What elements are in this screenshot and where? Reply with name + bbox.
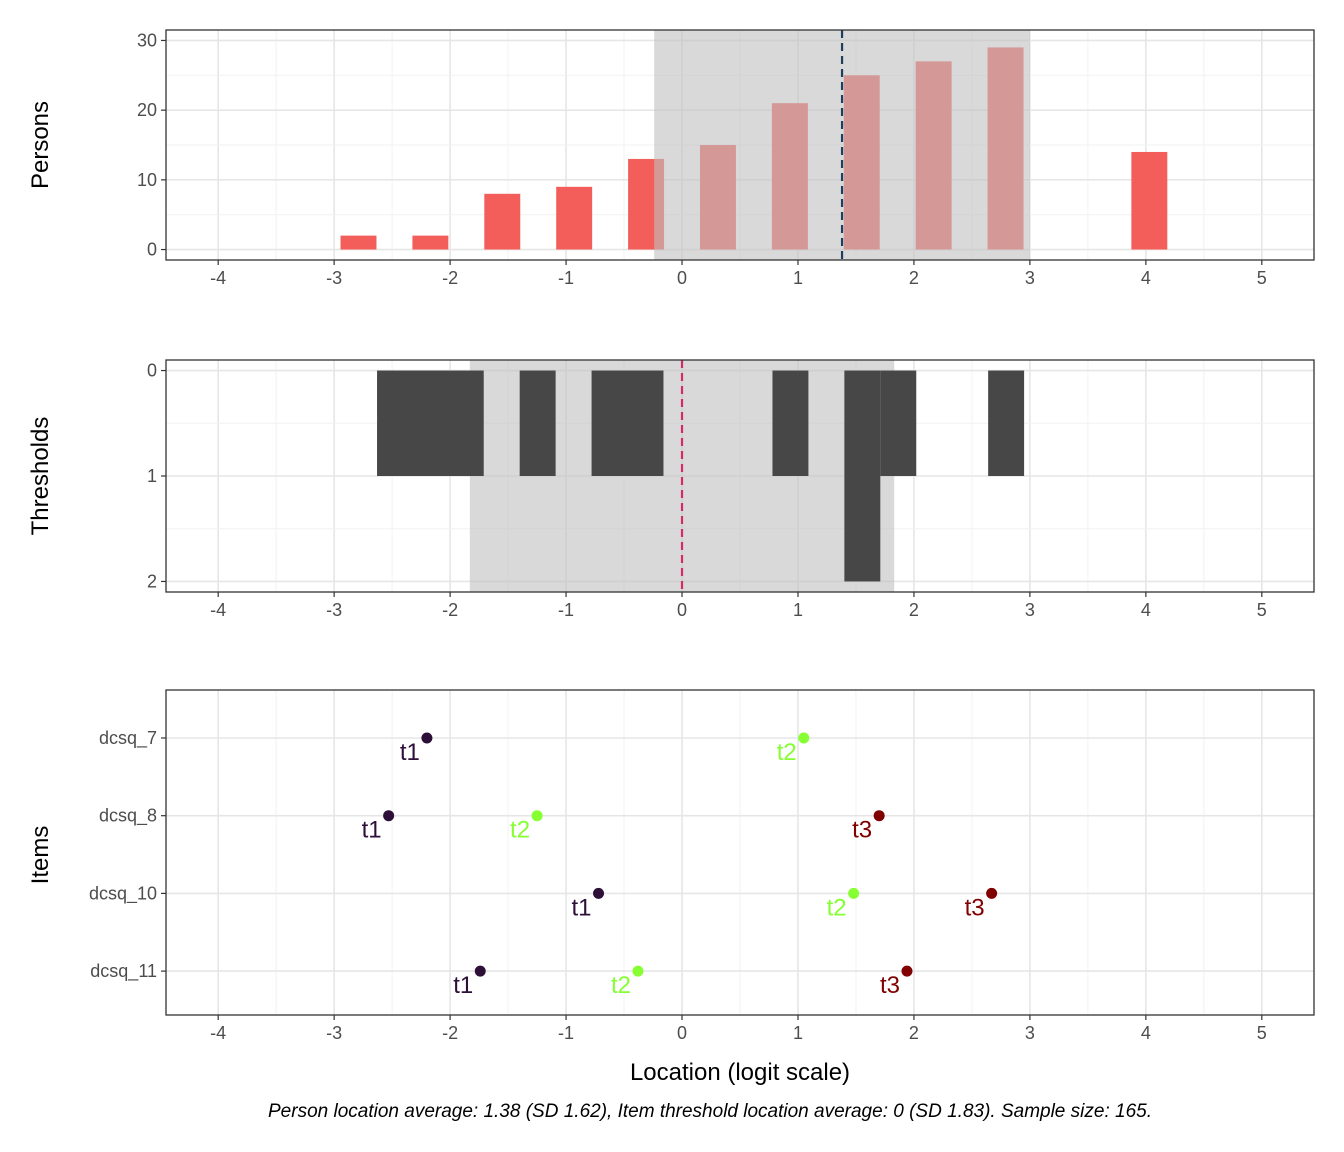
x-tick-label: 3 — [1025, 1023, 1035, 1043]
threshold-bar — [988, 370, 1025, 476]
person-bar — [1131, 151, 1168, 250]
threshold-point — [901, 965, 913, 977]
y-axis-title: Persons — [27, 101, 54, 189]
x-tick-label: -2 — [442, 1023, 458, 1043]
threshold-point-label: t1 — [362, 817, 382, 844]
y-axis-title: Thresholds — [27, 417, 54, 536]
x-tick-label: 0 — [677, 1023, 687, 1043]
y-tick-label: dcsq_11 — [90, 961, 157, 982]
threshold-bar — [377, 370, 484, 476]
y-axis-title: Items — [27, 826, 54, 885]
threshold-point-label: t3 — [880, 972, 900, 999]
threshold-point — [474, 965, 486, 977]
x-tick-label: -3 — [326, 268, 342, 288]
threshold-point-label: t2 — [510, 817, 530, 844]
threshold-point — [531, 810, 543, 822]
items-panel: t1 t2 t1 t2 t3 t1 t2 t3 t1 t2 t3 -4 -3 -2 -1 0 1 2 3 4 5 dcsq… — [27, 689, 1315, 1043]
grid — [166, 690, 1314, 1015]
threshold-points: t1 t2 t1 t2 t3 t1 t2 t3 t1 t2 t3 — [362, 732, 998, 999]
y-tick-label: 20 — [137, 100, 157, 120]
threshold-point-label: t1 — [400, 739, 420, 766]
threshold-point-label: t3 — [965, 894, 985, 921]
thresholds-panel: -4 -3 -2 -1 0 1 2 3 4 5 0 1 2 Thresholds — [27, 359, 1315, 620]
person-sd-band — [654, 30, 1030, 260]
threshold-point — [848, 887, 860, 899]
x-tick-label: 1 — [793, 268, 803, 288]
person-bar — [556, 186, 593, 250]
x-tick-label: 0 — [677, 600, 687, 620]
x-tick-label: -1 — [558, 268, 574, 288]
threshold-point — [873, 810, 885, 822]
threshold-bar — [519, 370, 556, 476]
x-tick-label: 4 — [1141, 1023, 1151, 1043]
persons-panel: -4 -3 -2 -1 0 1 2 3 4 5 0 10 20 30 Persons — [27, 29, 1315, 288]
threshold-point-label: t1 — [572, 894, 592, 921]
x-tick-label: 2 — [909, 1023, 919, 1043]
x-tick-label: 5 — [1257, 1023, 1267, 1043]
x-tick-label: 5 — [1257, 600, 1267, 620]
x-tick-label: 2 — [909, 600, 919, 620]
x-tick-label: -3 — [326, 600, 342, 620]
x-tick-label: 1 — [793, 1023, 803, 1043]
threshold-bar — [591, 370, 664, 476]
x-tick-label: 4 — [1141, 268, 1151, 288]
y-tick-label: 0 — [147, 240, 157, 260]
x-tick-label: 0 — [677, 268, 687, 288]
x-tick-label: -4 — [210, 268, 226, 288]
threshold-point — [798, 732, 810, 744]
y-tick-label: 2 — [147, 571, 157, 591]
x-axis-title: Location (logit scale) — [630, 1059, 850, 1086]
y-tick-label: dcsq_8 — [99, 806, 157, 827]
threshold-point — [632, 965, 644, 977]
x-tick-label: -4 — [210, 600, 226, 620]
threshold-point — [986, 887, 998, 899]
x-tick-label: -3 — [326, 1023, 342, 1043]
x-tick-label: -1 — [558, 600, 574, 620]
x-tick-label: 4 — [1141, 600, 1151, 620]
panel-border — [165, 29, 1315, 261]
threshold-bars — [377, 370, 1025, 582]
threshold-bar — [772, 370, 809, 476]
x-tick-label: -2 — [442, 268, 458, 288]
threshold-bar — [880, 370, 917, 476]
x-tick-label: -2 — [442, 600, 458, 620]
x-tick-label: 3 — [1025, 268, 1035, 288]
threshold-point-label: t2 — [827, 894, 847, 921]
x-tick-label: 1 — [793, 600, 803, 620]
threshold-point-label: t1 — [453, 972, 473, 999]
y-tick-label: dcsq_10 — [89, 883, 157, 904]
chart-caption: Person location average: 1.38 (SD 1.62),… — [268, 1101, 1152, 1122]
person-bar — [484, 193, 521, 250]
x-tick-label: -4 — [210, 1023, 226, 1043]
threshold-point — [593, 887, 605, 899]
threshold-point — [421, 732, 433, 744]
threshold-point — [383, 810, 395, 822]
y-tick-label: 0 — [147, 361, 157, 381]
person-bar — [340, 235, 377, 250]
threshold-bar — [844, 370, 881, 582]
x-tick-label: 5 — [1257, 268, 1267, 288]
person-bar — [412, 235, 449, 250]
x-tick-label: -1 — [558, 1023, 574, 1043]
threshold-point-label: t2 — [777, 739, 797, 766]
threshold-point-label: t2 — [611, 972, 631, 999]
panel-border — [165, 689, 1315, 1016]
y-tick-label: 1 — [147, 466, 157, 486]
y-tick-label: 10 — [137, 170, 157, 190]
y-tick-label: 30 — [137, 30, 157, 50]
x-tick-label: 3 — [1025, 600, 1035, 620]
threshold-point-label: t3 — [852, 817, 872, 844]
x-tick-label: 2 — [909, 268, 919, 288]
y-tick-label: dcsq_7 — [99, 728, 157, 749]
